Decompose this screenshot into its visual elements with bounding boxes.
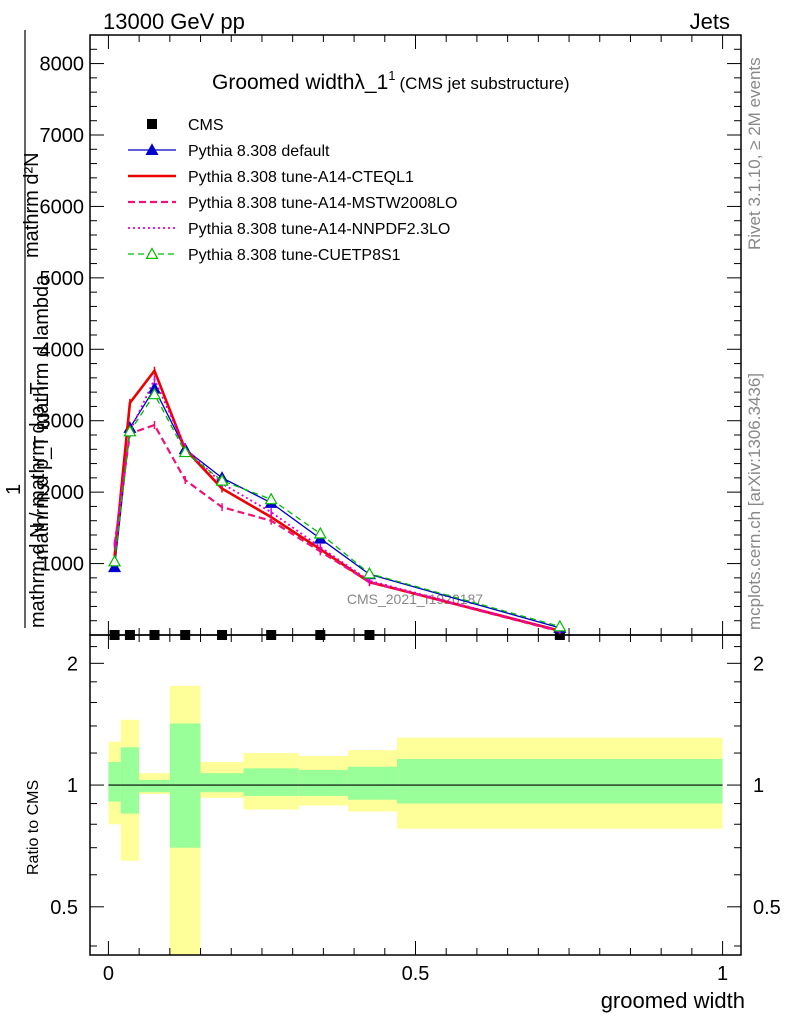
plot-title-symbol: λ_1 <box>354 71 388 94</box>
ylabel-mid: mathrm d p_T mathrm d lambda <box>31 274 53 560</box>
ylabel-top: mathrm d²N <box>21 152 43 258</box>
legend-label: Pythia 8.308 tune-CUETP8S1 <box>188 247 401 264</box>
cuetp8s1-point <box>147 387 162 400</box>
ratio-ytick-label-right: 0.5 <box>753 897 781 919</box>
legend-item-cuetp8s1: Pythia 8.308 tune-CUETP8S1 <box>128 247 401 264</box>
ratio-frame <box>89 634 742 956</box>
ratio-axis-ticks: 0.5 0.5 1 1 2 2 0 0.5 1 <box>50 635 781 985</box>
legend: CMS Pythia 8.308 default Pythia 8.308 tune… <box>128 117 457 264</box>
ratio-band-inner <box>108 762 121 802</box>
legend-item-default: Pythia 8.308 default <box>128 143 330 160</box>
main-ytick-label: 3000 <box>40 411 85 433</box>
plot-title-sup: 1 <box>388 68 395 83</box>
ratio-ytick-label: 2 <box>67 653 78 675</box>
ylabel-bottom: mathrm d N / mathrm d p_T <box>27 382 49 628</box>
ratio-panel: 0.5 0.5 1 1 2 2 0 0.5 1 <box>50 634 781 985</box>
legend-marker <box>145 143 159 155</box>
ratio-ylabel: Ratio to CMS <box>25 780 42 875</box>
header-right: Jets <box>690 9 730 34</box>
ratio-xtick-label: 0 <box>103 963 114 985</box>
ratio-bands <box>108 685 723 955</box>
cuetp8s1-point <box>178 445 192 458</box>
ratio-band-inner <box>298 769 348 796</box>
main-ytick-label: 4000 <box>40 339 85 361</box>
legend-marker <box>147 119 157 129</box>
ratio-band-inner <box>243 768 299 796</box>
legend-item-cteql1: Pythia 8.308 tune-A14-CTEQL1 <box>128 169 414 186</box>
ylabel-frac1: 1 <box>3 484 25 495</box>
main-ytick-label: 8000 <box>40 54 85 76</box>
ratio-xtick-label: 0.5 <box>402 963 430 985</box>
series-line-nnpdf <box>113 377 561 632</box>
legend-label: Pythia 8.308 tune-A14-MSTW2008LO <box>188 195 457 212</box>
mcplots-label: mcplots.cern.ch [arXiv:1306.3436] <box>745 373 764 630</box>
main-ytick-label: 6000 <box>40 196 85 218</box>
legend-label: Pythia 8.308 tune-A14-CTEQL1 <box>188 169 414 186</box>
ratio-band-inner <box>200 773 244 793</box>
series-line-cteql1 <box>113 368 561 632</box>
main-axis-ticks: 1000 2000 3000 4000 5000 6000 7000 8000 <box>40 35 741 635</box>
series-default <box>108 381 567 633</box>
legend-item-mstw: Pythia 8.308 tune-A14-MSTW2008LO <box>128 195 457 212</box>
legend-item-cms: CMS <box>147 117 224 134</box>
ratio-band-inner <box>397 758 723 804</box>
ratio-ytick-label-right: 1 <box>753 775 764 797</box>
ratio-ytick-label: 0.5 <box>50 897 78 919</box>
legend-label: CMS <box>188 117 224 134</box>
cuetp8s1-point <box>313 526 327 539</box>
plot-title: Groomed widthλ_11 (CMS jet substructure) <box>212 68 570 94</box>
series-cteql1 <box>113 366 561 635</box>
default-point <box>108 560 122 573</box>
cuetp8s1-point <box>362 566 376 579</box>
cuetp8s1-point <box>264 492 278 505</box>
cuetp8s1-point <box>553 619 567 632</box>
xlabel: groomed width <box>601 988 745 1013</box>
rivet-label: Rivet 3.1.10, ≥ 2M events <box>745 57 764 250</box>
header-left: 13000 GeV pp <box>103 9 245 34</box>
main-ytick-label: 5000 <box>40 268 85 290</box>
ratio-band-inner <box>139 779 170 793</box>
ratio-xtick-label: 1 <box>717 963 728 985</box>
plot-title-sub: (CMS jet substructure) <box>400 74 570 93</box>
ratio-band-inner <box>347 766 398 800</box>
legend-marker <box>145 247 159 259</box>
series-line-default <box>113 387 561 629</box>
ratio-band-inner <box>120 747 140 814</box>
legend-item-nnpdf: Pythia 8.308 tune-A14-NNPDF2.3LO <box>128 221 450 238</box>
main-ytick-label: 1000 <box>40 554 85 576</box>
ratio-ytick-label: 1 <box>67 775 78 797</box>
main-series <box>108 366 567 640</box>
legend-label: Pythia 8.308 default <box>188 143 330 160</box>
cuetp8s1-point <box>108 554 122 567</box>
series-cuetp8s1 <box>108 387 567 632</box>
main-ylabel: mathrm d²N mathrm d p_T mathrm d lambda … <box>3 30 53 628</box>
cuetp8s1-point <box>123 424 137 437</box>
ratio-ytick-label-right: 2 <box>753 653 764 675</box>
legend-label: Pythia 8.308 tune-A14-NNPDF2.3LO <box>188 221 450 238</box>
main-ytick-label: 7000 <box>40 125 85 147</box>
main-ytick-label: 2000 <box>40 482 85 504</box>
series-nnpdf <box>113 375 561 635</box>
plot-title-main: Groomed width <box>212 71 354 94</box>
series-line-cuetp8s1 <box>113 393 560 628</box>
cuetp8s1-point <box>215 473 229 486</box>
